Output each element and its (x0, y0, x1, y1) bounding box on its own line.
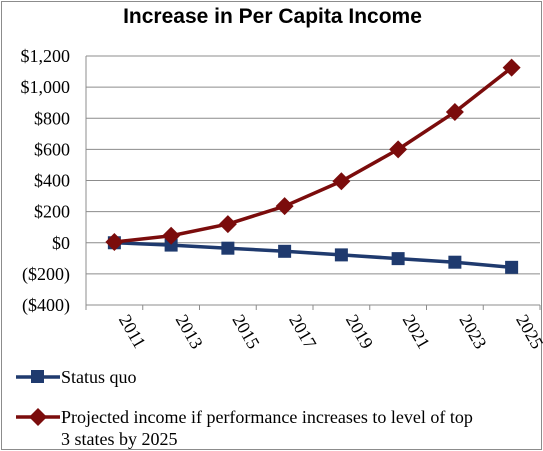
projected-marker (218, 215, 237, 234)
projected-legend-icon (16, 408, 60, 426)
x-tick-label: 2019 (342, 311, 377, 352)
y-tick-label: $1,200 (21, 46, 71, 66)
projected-marker (445, 103, 464, 122)
projected-marker (162, 226, 181, 245)
axis-layer (85, 56, 541, 310)
grid-layer (86, 55, 540, 306)
x-tick-label: 2011 (115, 311, 150, 352)
status-quo-marker (391, 252, 405, 266)
status-quo-marker (334, 248, 348, 262)
x-tick-label: 2023 (455, 311, 490, 352)
x-tick-label: 2017 (285, 311, 320, 352)
y-tick-label: $800 (34, 108, 70, 128)
projected-marker (275, 197, 294, 216)
legend-label-projected-line1: Projected income if performance increase… (61, 407, 473, 427)
projected-marker (502, 58, 521, 77)
y-tick-label: ($200) (22, 264, 70, 285)
projected-line (114, 66, 513, 244)
status-quo-line (114, 241, 512, 270)
y-tick-label: $400 (34, 171, 70, 191)
x-tick-label: 2015 (228, 311, 263, 352)
projected-marker (389, 140, 408, 159)
status-quo-marker (448, 255, 462, 269)
status-quo-marker (278, 244, 292, 258)
status-quo-marker (164, 238, 178, 252)
chart-title: Increase in Per Capita Income (123, 5, 422, 28)
legend-label-status-quo: Status quo (61, 367, 137, 387)
status-quo-marker (505, 260, 519, 274)
legend-label-projected-line2: 3 states by 2025 (61, 429, 178, 449)
projected-marker (332, 172, 351, 191)
projected-marker (105, 232, 124, 251)
x-tick-label: 2021 (399, 311, 434, 352)
x-tick-label: 2025 (512, 311, 543, 352)
y-tick-label: $1,000 (21, 77, 71, 97)
label-layer: $1,200 $1,000 $800 $600 $400 $200 $0 ($200) ($40… (21, 46, 543, 352)
y-tick-label: $600 (34, 139, 70, 159)
y-tick-label: $0 (52, 233, 70, 253)
status-quo-marker (221, 241, 235, 255)
x-tick-label: 2013 (172, 311, 207, 352)
y-tick-label: $200 (34, 202, 70, 222)
series-layer (105, 58, 521, 274)
y-tick-label: ($400) (22, 295, 70, 316)
status-quo-legend-icon (16, 370, 60, 383)
